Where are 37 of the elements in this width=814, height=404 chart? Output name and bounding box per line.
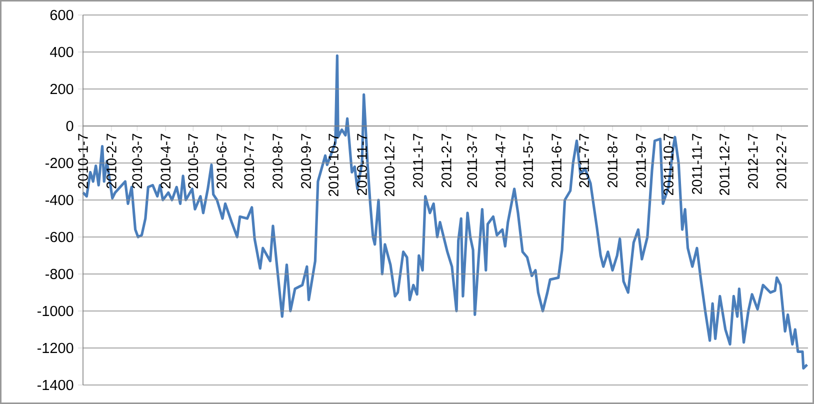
y-tick-label: -1200 [37, 342, 74, 354]
x-tick-label: 2010-9-7 [301, 134, 311, 188]
x-tick-label: 2010-12-7 [384, 134, 394, 196]
y-tick-label: 600 [50, 10, 74, 20]
x-tick-label: 2011-3-7 [467, 134, 478, 188]
y-tick-label: -1400 [37, 380, 74, 390]
x-tick-label: 2011-11-7 [692, 134, 702, 194]
x-tick-label: 2010-6-7 [216, 134, 227, 188]
x-tick-label: 2010-7-7 [244, 134, 254, 188]
x-tick-label: 2010-2-7 [106, 134, 116, 188]
x-tick-label: 2011-5-7 [523, 134, 534, 188]
x-tick-label: 2011-7-7 [579, 134, 590, 188]
x-tick-label: 2011-6-7 [552, 134, 562, 188]
y-tick-label: 400 [50, 46, 74, 58]
y-tick-label: 200 [50, 84, 74, 94]
x-tick-label: 2012-2-7 [776, 134, 786, 188]
x-tick-label: 2011-12-7 [720, 134, 730, 196]
x-tick-label: 2010-1-7 [78, 134, 88, 188]
y-tick-label: -200 [46, 158, 74, 168]
x-tick-label: 2011-10-7 [664, 134, 674, 196]
x-tick-label: 2010-10-7 [328, 134, 338, 196]
y-tick-label: -600 [46, 232, 74, 242]
x-tick-label: 2010-3-7 [132, 134, 142, 188]
x-tick-label: 2010-11-7 [357, 134, 367, 196]
y-tick-label: -1000 [37, 306, 74, 316]
y-tick-label: -400 [46, 194, 74, 206]
x-tick-label: 2011-9-7 [636, 134, 646, 188]
y-tick-label: 0 [66, 120, 74, 132]
y-tick-label: -800 [46, 268, 74, 280]
x-tick-label: 2010-8-7 [272, 134, 282, 188]
x-tick-label: 2010-4-7 [160, 134, 171, 188]
x-tick-label: 2010-5-7 [188, 134, 198, 188]
x-tick-label: 2011-8-7 [608, 134, 618, 188]
x-tick-label: 2011-4-7 [496, 134, 506, 188]
x-tick-label: 2011-2-7 [441, 134, 452, 188]
x-tick-label: 2012-1-7 [748, 134, 758, 188]
x-tick-label: 2011-1-7 [413, 134, 423, 188]
